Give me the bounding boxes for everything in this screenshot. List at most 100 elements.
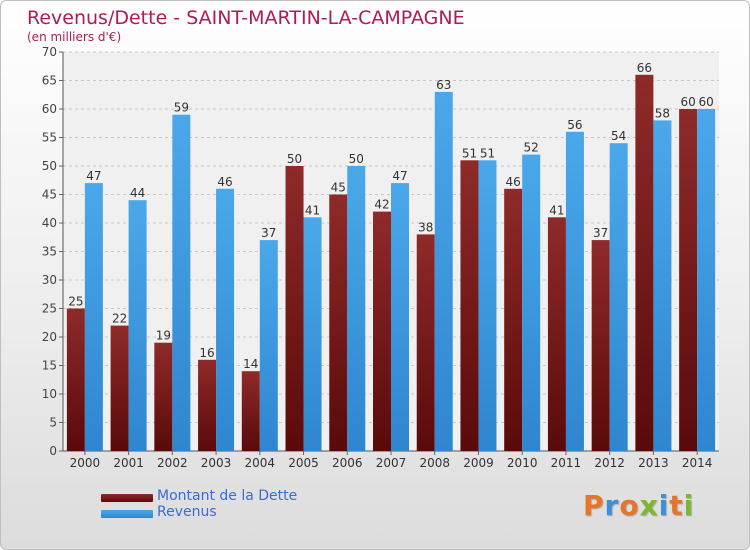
bar-revenus [172, 114, 191, 451]
x-tick-label: 2011 [551, 456, 582, 470]
x-tick-label: 2005 [288, 456, 319, 470]
bar-debt [547, 217, 566, 451]
chart-title: Revenus/Dette - SAINT-MARTIN-LA-CAMPAGNE [27, 7, 465, 29]
bar-debt [416, 234, 435, 451]
y-tick-label: 55 [42, 131, 57, 145]
data-label-debt: 51 [462, 146, 477, 160]
data-label-debt: 37 [593, 226, 608, 240]
data-label-revenus: 50 [349, 152, 364, 166]
data-label-revenus: 51 [480, 146, 495, 160]
data-label-debt: 19 [156, 329, 171, 343]
y-tick-label: 0 [49, 444, 57, 458]
data-label-revenus: 37 [261, 226, 276, 240]
bar-revenus [522, 154, 541, 451]
data-label-revenus: 58 [655, 106, 670, 120]
x-tick-label: 2003 [201, 456, 232, 470]
bar-revenus [84, 183, 103, 451]
logo-letter: P [583, 489, 605, 522]
y-tick-label: 45 [42, 188, 57, 202]
bar-debt [679, 109, 698, 451]
data-label-revenus: 41 [305, 203, 320, 217]
logo-letter: i [658, 489, 670, 522]
data-label-debt: 45 [331, 181, 346, 195]
bar-revenus [128, 200, 147, 451]
logo-letter: t [669, 489, 684, 522]
data-label-revenus: 60 [698, 95, 713, 109]
y-tick-label: 70 [42, 45, 57, 59]
y-tick-label: 30 [42, 273, 57, 287]
data-label-debt: 46 [506, 175, 521, 189]
bar-revenus [259, 240, 278, 451]
x-tick-label: 2000 [70, 456, 101, 470]
bar-revenus [653, 120, 672, 452]
x-tick-label: 2001 [113, 456, 144, 470]
y-axis-ticks: 0 5 10 15 20 25 30 35 40 45 50 55 60 65 70 [42, 45, 719, 458]
y-tick-label: 35 [42, 245, 57, 259]
y-tick-label: 50 [42, 159, 57, 173]
bar-revenus [347, 166, 366, 451]
bar-revenus [391, 183, 409, 451]
data-label-revenus: 63 [436, 78, 451, 92]
data-label-debt: 42 [374, 198, 389, 212]
legend-label-revenus: Revenus [157, 504, 217, 520]
x-tick-label: 2008 [419, 456, 450, 470]
x-tick-label: 2007 [376, 456, 407, 470]
bar-debt [635, 74, 654, 452]
logo-letter: i [683, 489, 695, 522]
chart-subtitle: (en milliers d'€) [27, 30, 122, 44]
x-tick-label: 2002 [157, 456, 188, 470]
data-label-debt: 25 [68, 295, 83, 309]
data-label-revenus: 56 [567, 118, 582, 132]
x-tick-label: 2004 [245, 456, 276, 470]
bar-debt [110, 325, 129, 451]
bar-debt [66, 308, 85, 451]
data-labels: 25 47 22 44 19 59 16 46 14 37 50 41 45 50 42 47 38 63 51 51… [68, 61, 714, 371]
x-tick-label: 2013 [638, 456, 669, 470]
x-tick-label: 2014 [682, 456, 713, 470]
data-label-revenus: 46 [217, 175, 232, 189]
data-label-debt: 16 [199, 346, 214, 360]
logo-letter: r [604, 489, 620, 522]
bar-debt [373, 211, 391, 451]
logo-letter: o [619, 489, 640, 522]
data-label-debt: 14 [243, 357, 258, 371]
bar-revenus [303, 217, 322, 451]
bar-debt [591, 240, 610, 451]
y-tick-label: 15 [42, 359, 57, 373]
y-tick-label: 25 [42, 302, 57, 316]
data-label-debt: 38 [418, 220, 433, 234]
y-tick-label: 65 [42, 74, 57, 88]
x-tick-label: 2009 [463, 456, 494, 470]
x-tick-label: 2010 [507, 456, 538, 470]
data-label-debt: 41 [549, 203, 564, 217]
x-axis-ticks: 2000 2001 2002 2003 2004 2005 2006 2007 2008 2009… [70, 451, 713, 470]
legend-swatch-debt [101, 494, 153, 502]
data-label-debt: 22 [112, 312, 127, 326]
y-tick-label: 5 [49, 416, 57, 430]
bar-debt [329, 194, 348, 451]
proxiti-logo: Proxiti [583, 489, 694, 522]
y-tick-label: 20 [42, 330, 57, 344]
data-label-revenus: 47 [86, 169, 101, 183]
data-label-revenus: 47 [392, 169, 407, 183]
y-tick-label: 40 [42, 216, 57, 230]
bar-debt [285, 166, 304, 451]
y-tick-label: 60 [42, 102, 57, 116]
data-label-revenus: 52 [524, 141, 539, 155]
x-tick-label: 2012 [594, 456, 625, 470]
bar-revenus [565, 131, 584, 452]
legend-swatch-revenus [101, 510, 153, 518]
data-label-debt: 66 [637, 61, 652, 75]
bar-debt [198, 359, 217, 451]
bar-debt [241, 371, 260, 451]
bar-revenus [216, 188, 235, 452]
bar-revenus [434, 91, 453, 452]
data-label-debt: 60 [680, 95, 695, 109]
bar-debt [154, 342, 173, 451]
data-label-debt: 50 [287, 152, 302, 166]
data-label-revenus: 44 [130, 186, 145, 200]
bar-revenus [609, 143, 628, 451]
data-label-revenus: 59 [174, 101, 189, 115]
